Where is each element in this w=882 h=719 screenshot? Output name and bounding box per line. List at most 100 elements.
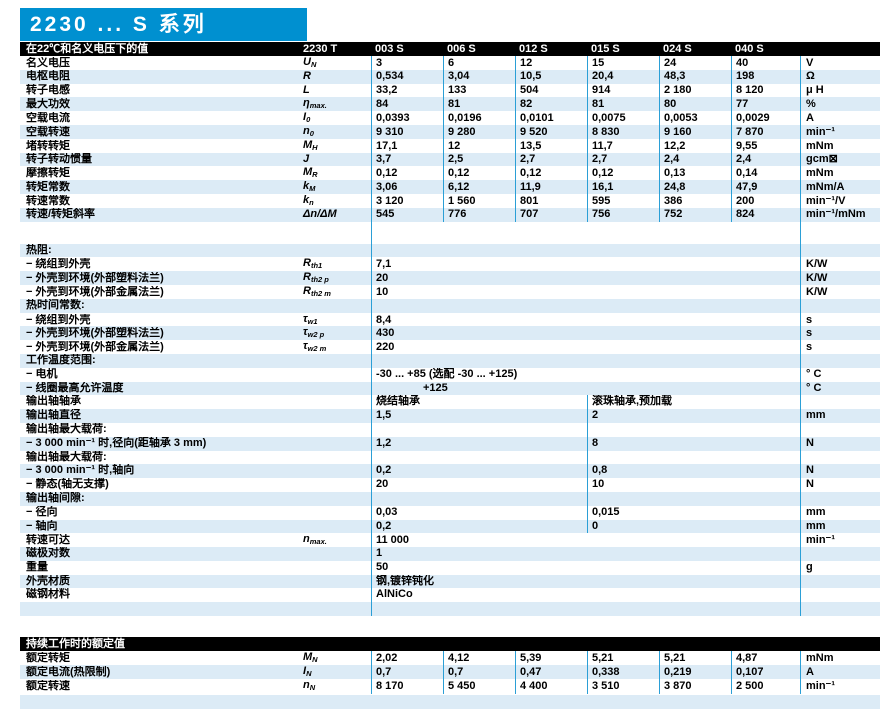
cell-unit <box>800 547 880 561</box>
table-row: 输出轴轴承 烧结轴承 滚珠轴承,预加载 <box>20 395 880 410</box>
cell-value: -30 ... +85 (选配 -30 ... +125) <box>371 367 800 382</box>
cell-value: 滚珠轴承,预加载 <box>587 395 800 410</box>
row-symbol: τw2 p <box>303 326 325 340</box>
table-row: 工作温度范围: <box>20 353 880 368</box>
table-row <box>20 221 880 244</box>
cell-value: 12 <box>443 138 515 155</box>
table-row: − 电机 -30 ... +85 (选配 -30 ... +125) ° C <box>20 367 880 382</box>
cell-unit: min⁻¹/mNm <box>800 207 880 222</box>
cell-unit: mNm/A <box>800 180 880 196</box>
cell-value: 2 180 <box>659 83 731 98</box>
rated-table-header-bar: 持续工作时的额定值 <box>20 637 880 652</box>
cell-value: 0,14 <box>731 166 800 183</box>
cell-value: 40 <box>731 56 800 72</box>
row-label: 重量 <box>26 560 48 573</box>
cell-unit: mm <box>800 519 880 534</box>
cell-value: 8,4 <box>371 312 800 329</box>
cell-value <box>371 602 800 617</box>
row-label: 电枢电阻 <box>26 69 70 82</box>
cell-value <box>371 491 587 506</box>
table-row: − 绕组到外壳 Rth1 7,1 K/W <box>20 257 880 274</box>
cell-value: 2 <box>587 409 800 423</box>
cell-value: 2,4 <box>659 152 731 167</box>
cell-value: 0,0196 <box>443 111 515 127</box>
cell-unit: N <box>800 464 880 479</box>
cell-value: 0,12 <box>587 166 659 183</box>
cell-unit: Ω <box>800 69 880 84</box>
cell-value: 84 <box>371 97 443 114</box>
column-header: 024 S <box>663 43 692 55</box>
cell-unit <box>800 422 880 437</box>
section-header-label: 输出轴间隙: <box>26 491 85 504</box>
table-row: 电枢电阻 R 0,534 3,04 10,5 20,4 48,3 198 Ω <box>20 69 880 84</box>
cell-value: 0 <box>587 519 800 534</box>
row-label: 输出轴直径 <box>26 409 81 422</box>
cell-value: 707 <box>515 207 587 222</box>
cell-value: AlNiCo <box>371 588 800 603</box>
row-symbol: Rth1 <box>303 257 323 271</box>
cell-value <box>371 221 800 244</box>
cell-value: 0,0075 <box>587 111 659 127</box>
row-label: 转子电感 <box>26 83 70 96</box>
row-label: 堵转转矩 <box>26 139 70 152</box>
cell-value: 0,47 <box>515 664 587 681</box>
cell-value: 6 <box>443 56 515 72</box>
row-label: 摩擦转矩 <box>26 167 70 180</box>
main-table-header-bar: 在22℃和名义电压下的值 2230 T 003 S 006 S 012 S 015 S… <box>20 42 880 56</box>
table-row: 热阻: <box>20 243 880 258</box>
series-title: 2230 ... S 系列 <box>30 13 207 36</box>
cell-unit <box>800 574 880 589</box>
section-gap <box>20 616 880 637</box>
table-row: 摩擦转矩 MR 0,12 0,12 0,12 0,12 0,13 0,14 mNm <box>20 166 880 183</box>
row-label: 空载电流 <box>26 112 70 125</box>
row-symbol: kM <box>303 180 316 194</box>
table-row: 磁钢材料 AlNiCo <box>20 588 880 603</box>
section-header-label: 热时间常数: <box>26 298 85 311</box>
cell-unit: mm <box>800 505 880 520</box>
cell-value: 0,107 <box>731 664 800 681</box>
row-label: − 外壳到环境(外部金属法兰) <box>26 341 164 354</box>
cell-unit <box>800 395 880 410</box>
row-label: − 外壳到环境(外部塑料法兰) <box>26 272 164 285</box>
cell-value: 13,5 <box>515 138 587 155</box>
cell-value: 752 <box>659 207 731 222</box>
table-row: − 静态(轴无支撑) 20 10 N <box>20 478 880 492</box>
cell-value: 2 500 <box>731 678 800 695</box>
row-label: 额定转矩 <box>26 652 70 665</box>
cell-value: 0,0053 <box>659 111 731 127</box>
row-label: − 径向 <box>26 505 58 518</box>
cell-value: 545 <box>371 207 443 222</box>
series-title-bar: 2230 ... S 系列 <box>20 8 307 41</box>
cell-value: 33,2 <box>371 83 443 98</box>
row-label: 外壳材质 <box>26 574 70 587</box>
cell-value: 2,4 <box>731 152 800 167</box>
cell-value: 0,8 <box>587 464 800 479</box>
cell-unit: gcm⊠ <box>800 152 880 167</box>
table-row: − 径向 0,03 0,015 mm <box>20 505 880 520</box>
row-symbol: kn <box>303 193 314 207</box>
cell-value: 8 <box>587 436 800 451</box>
row-label: 转速/转矩斜率 <box>26 207 96 220</box>
cell-value: 9 160 <box>659 124 731 141</box>
cell-unit: μ H <box>800 83 880 98</box>
cell-value: 20,4 <box>587 69 659 84</box>
cell-value: 17,1 <box>371 138 443 155</box>
cell-value: 0,12 <box>371 166 443 183</box>
table-row: 转速/转矩斜率 Δn/ΔM 545 776 707 756 752 824 min⁻¹/mNm <box>20 207 880 222</box>
row-symbol: MR <box>303 166 318 180</box>
cell-value: 烧结轴承 <box>371 395 587 410</box>
cell-value: 200 <box>731 193 800 210</box>
cell-value <box>371 422 587 437</box>
table-row: 转速可达 nmax. 11 000 min⁻¹ <box>20 533 880 550</box>
datasheet-sheet: 2230 ... S 系列 在22℃和名义电压下的值 2230 T 003 S 0… <box>20 8 880 710</box>
table-row: 最大功效 ηmax. 84 81 82 81 80 77% <box>20 97 880 114</box>
cell-value: 3 510 <box>587 678 659 695</box>
cell-value: 8 830 <box>587 124 659 141</box>
table-row: − 外壳到环境(外部金属法兰) Rth2 m 10 K/W <box>20 284 880 301</box>
row-label: − 静态(轴无支撑) <box>26 478 109 491</box>
cell-value: 0,2 <box>371 519 587 534</box>
cell-value: 11 000 <box>371 533 800 550</box>
cell-value: 0,03 <box>371 505 587 520</box>
cell-unit: g <box>800 560 880 575</box>
cell-unit <box>800 450 880 465</box>
